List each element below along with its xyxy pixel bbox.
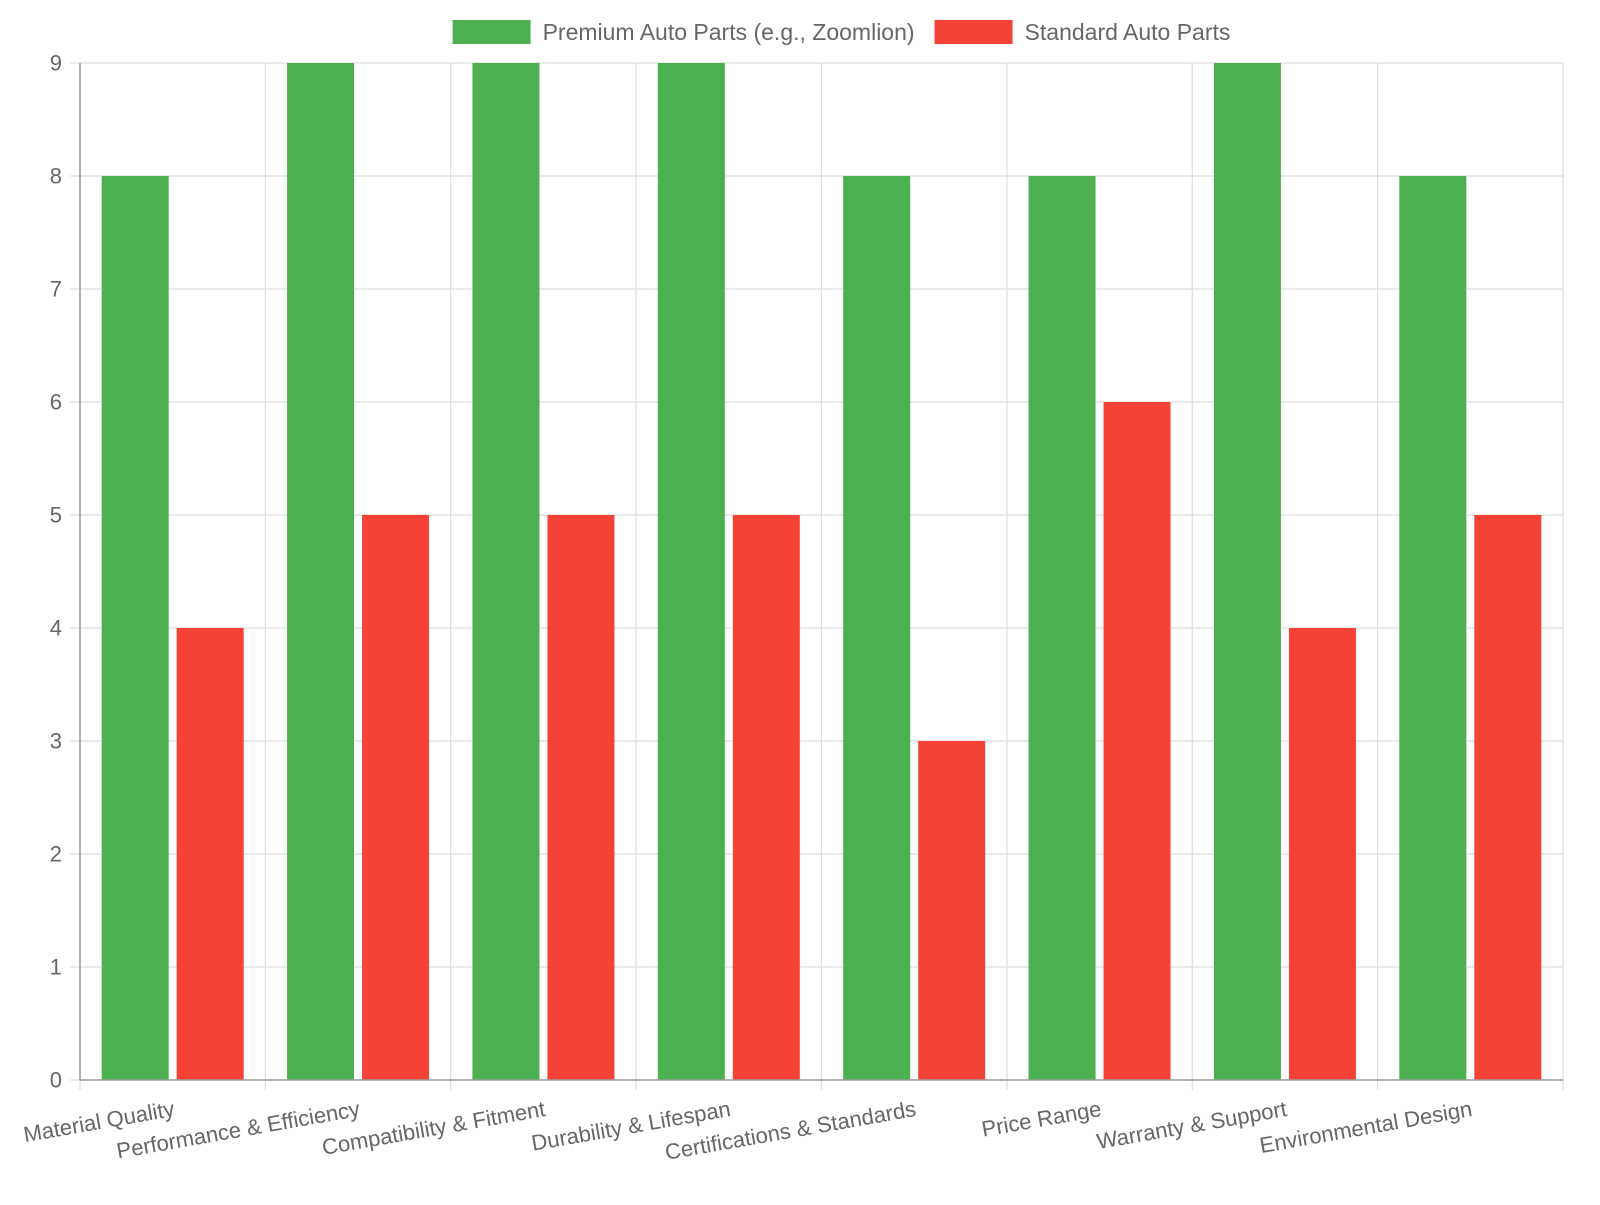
legend-swatch <box>934 20 1013 44</box>
x-tick-label: Environmental Design <box>1258 1096 1474 1158</box>
y-tick-label: 8 <box>50 164 62 189</box>
standard-bar[interactable] <box>918 741 986 1080</box>
legend-label: Standard Auto Parts <box>1025 19 1231 45</box>
legend-swatch <box>452 20 531 44</box>
standard-bar[interactable] <box>176 628 244 1080</box>
y-tick-label: 2 <box>50 842 62 867</box>
premium-bar[interactable] <box>472 63 540 1080</box>
legend-label: Premium Auto Parts (e.g., Zoomlion) <box>543 19 915 45</box>
y-tick-label: 1 <box>50 955 62 980</box>
premium-bar[interactable] <box>843 176 911 1080</box>
y-tick-label: 6 <box>50 390 62 415</box>
premium-bar[interactable] <box>657 63 725 1080</box>
premium-bar[interactable] <box>1399 176 1467 1080</box>
premium-bar[interactable] <box>1213 63 1281 1080</box>
y-tick-label: 7 <box>50 277 62 302</box>
standard-bar[interactable] <box>732 515 800 1080</box>
standard-bar[interactable] <box>1474 515 1542 1080</box>
premium-bar[interactable] <box>1028 176 1096 1080</box>
y-tick-label: 3 <box>50 729 62 754</box>
legend-item-standard[interactable]: Standard Auto Parts <box>934 19 1231 45</box>
x-tick-label: Price Range <box>980 1096 1104 1142</box>
standard-bar[interactable] <box>1103 402 1171 1080</box>
legend-item-premium[interactable]: Premium Auto Parts (e.g., Zoomlion) <box>452 19 915 45</box>
standard-bar[interactable] <box>362 515 430 1080</box>
standard-bar[interactable] <box>1288 628 1356 1080</box>
bars-layer <box>101 63 1542 1080</box>
premium-bar[interactable] <box>287 63 355 1080</box>
standard-bar[interactable] <box>547 515 615 1080</box>
y-tick-label: 0 <box>50 1068 62 1093</box>
y-tick-label: 9 <box>50 51 62 76</box>
y-tick-label: 4 <box>50 616 62 641</box>
y-tick-label: 5 <box>50 503 62 528</box>
premium-bar[interactable] <box>101 176 169 1080</box>
legend[interactable]: Premium Auto Parts (e.g., Zoomlion) Stand… <box>452 19 1231 45</box>
